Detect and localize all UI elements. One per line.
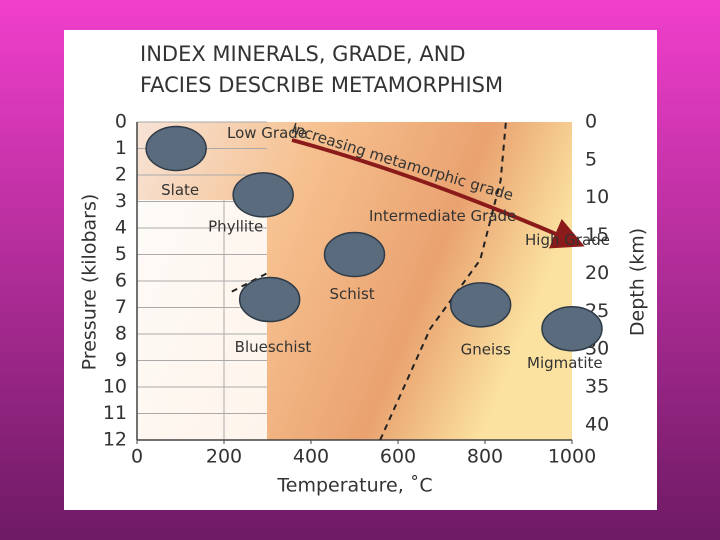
blank-region <box>137 200 267 440</box>
y2-tick-label: 5 <box>585 148 597 170</box>
y2-tick-label: 20 <box>585 262 609 284</box>
rock-label: Gneiss <box>461 340 511 358</box>
y-tick-label: 5 <box>115 243 127 265</box>
annotation: High Grade <box>525 231 610 249</box>
boundary-line <box>231 272 268 293</box>
x-axis-label: Temperature, ˚C <box>276 475 432 497</box>
boundary-line <box>379 121 507 441</box>
rock-marker <box>449 282 512 328</box>
y-tick-label: 4 <box>115 217 127 239</box>
annotation-text: Intermediate Grade <box>369 207 516 225</box>
y-tick-label: 0 <box>115 111 127 133</box>
rock-marker <box>323 231 386 278</box>
y2-axis-label: Depth (km) <box>627 228 649 336</box>
y-tick-label: 12 <box>103 429 127 451</box>
y2-tick-label: 40 <box>585 413 609 435</box>
rock-label: Phyllite <box>208 217 263 235</box>
chart-title: FACIES DESCRIBE METAMORPHISM <box>140 73 503 97</box>
rock-label: Blueschist <box>235 338 312 356</box>
rock-marker <box>232 172 294 218</box>
y-tick-label: 7 <box>115 296 127 318</box>
y-tick-label: 6 <box>115 270 127 292</box>
rock-label: Migmatite <box>527 354 603 372</box>
y2-tick-label: 15 <box>585 224 609 246</box>
x-tick-label: 1000 <box>548 446 596 468</box>
y-tick-label: 1 <box>115 137 127 159</box>
annotation: Intermediate Grade <box>369 207 516 225</box>
rock-marker <box>145 125 207 172</box>
rock-label: Slate <box>161 181 199 199</box>
y-tick-label: 8 <box>115 323 127 345</box>
annotation-text: High Grade <box>525 231 610 249</box>
x-tick-label: 400 <box>293 446 329 468</box>
rock-marker <box>541 305 603 352</box>
y2-tick-label: 0 <box>585 111 597 133</box>
chart-title: INDEX MINERALS, GRADE, AND <box>140 42 466 66</box>
annotation-text: Low Grade <box>227 124 307 142</box>
y2-tick-label: 10 <box>585 186 609 208</box>
x-tick-label: 800 <box>467 446 503 468</box>
grade-arrow <box>291 138 585 249</box>
y-tick-label: 9 <box>115 349 127 371</box>
x-tick-label: 600 <box>380 446 416 468</box>
y-tick-label: 11 <box>103 402 127 424</box>
x-tick-label: 200 <box>206 446 242 468</box>
rock-marker <box>238 276 301 323</box>
rock-label: Schist <box>330 285 375 303</box>
y2-tick-label: 35 <box>585 376 609 398</box>
annotation: Low Grade <box>227 124 307 142</box>
x-tick-label: 0 <box>131 446 143 468</box>
y-axis-label: Pressure (kilobars) <box>79 194 101 371</box>
y-tick-label: 3 <box>115 190 127 212</box>
y-tick-label: 10 <box>103 376 127 398</box>
y-tick-label: 2 <box>115 164 127 186</box>
